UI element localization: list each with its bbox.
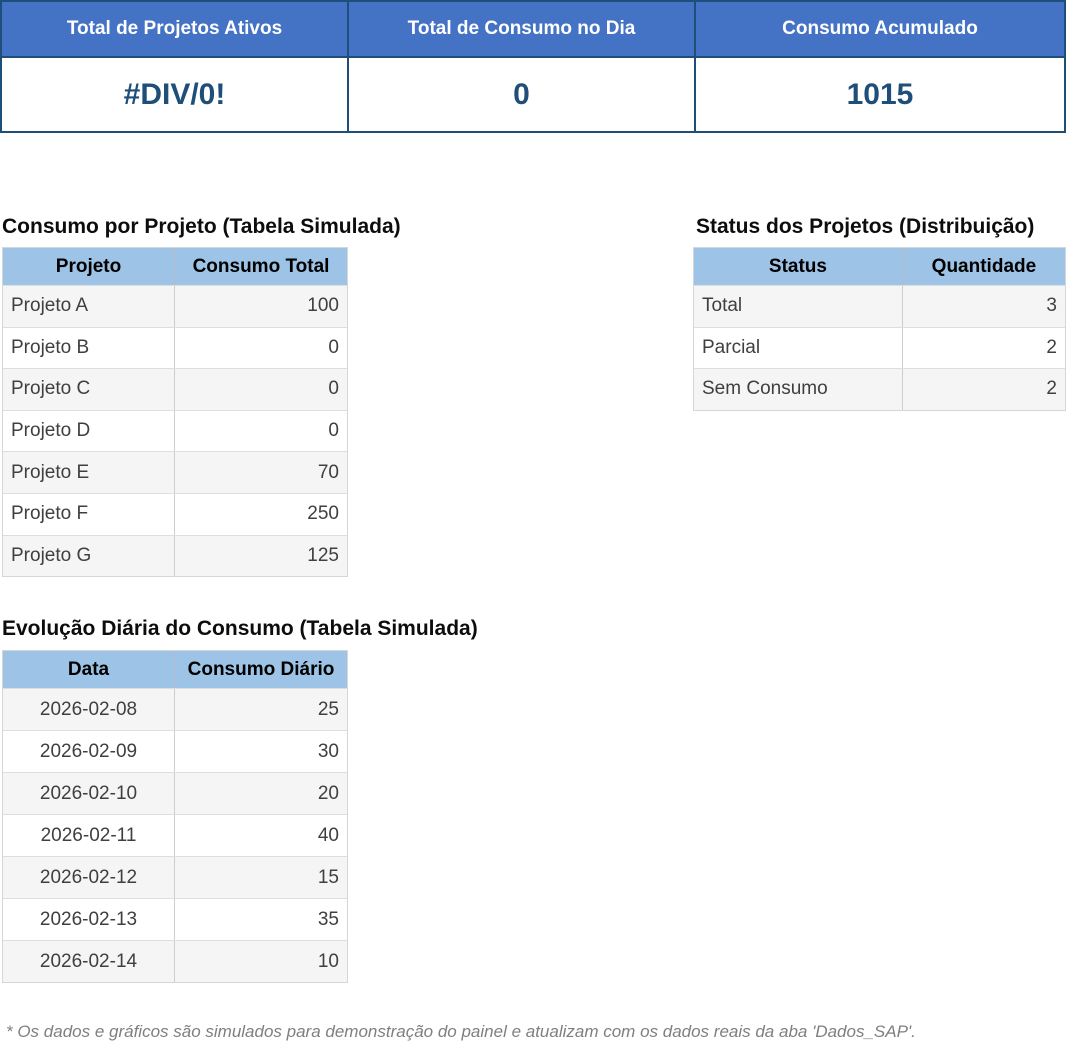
header-cell-consumo-diario[interactable]: Consumo Diário bbox=[174, 651, 347, 688]
table-row: Projeto F 250 bbox=[3, 492, 347, 535]
project-name-cell[interactable]: Projeto G bbox=[11, 544, 92, 566]
card-header-consumo-acumulado[interactable]: Consumo Acumulado bbox=[696, 2, 1064, 58]
project-name-cell[interactable]: Projeto D bbox=[11, 420, 91, 442]
project-value-cell[interactable]: 0 bbox=[174, 327, 347, 369]
table-row: 2026-02-14 10 bbox=[3, 940, 347, 982]
project-value-cell[interactable]: 125 bbox=[174, 535, 347, 577]
project-value-cell[interactable]: 0 bbox=[174, 410, 347, 452]
status-name-cell[interactable]: Parcial bbox=[702, 336, 761, 358]
card-value-consumo-acumulado[interactable]: 1015 bbox=[696, 58, 1064, 131]
header-cell-projeto[interactable]: Projeto bbox=[55, 255, 122, 277]
date-cell[interactable]: 2026-02-13 bbox=[39, 908, 138, 930]
table-row: Projeto E 70 bbox=[3, 451, 347, 493]
card-consumo-dia: Total de Consumo no Dia 0 bbox=[347, 2, 694, 131]
status-name-cell[interactable]: Sem Consumo bbox=[702, 378, 828, 400]
project-consumption-table: Projeto Consumo Total Projeto A 100 Proj… bbox=[2, 247, 348, 578]
table-row: Parcial 2 bbox=[694, 326, 1065, 369]
table-row: 2026-02-09 30 bbox=[3, 730, 347, 772]
card-header-total-projetos[interactable]: Total de Projetos Ativos bbox=[2, 2, 347, 58]
status-name-cell[interactable]: Total bbox=[702, 295, 743, 317]
status-value-cell[interactable]: 3 bbox=[901, 286, 1065, 327]
card-header-consumo-dia[interactable]: Total de Consumo no Dia bbox=[349, 2, 694, 58]
card-consumo-acumulado: Consumo Acumulado 1015 bbox=[694, 2, 1064, 131]
daily-value-cell[interactable]: 40 bbox=[174, 815, 347, 856]
card-value-consumo-dia[interactable]: 0 bbox=[349, 58, 694, 131]
header-cell-consumo-total[interactable]: Consumo Total bbox=[174, 248, 347, 285]
table-row: Total 3 bbox=[694, 285, 1065, 327]
table-row: 2026-02-08 25 bbox=[3, 688, 347, 730]
status-value-cell[interactable]: 2 bbox=[901, 327, 1065, 369]
card-total-projetos: Total de Projetos Ativos #DIV/0! bbox=[2, 2, 347, 131]
daily-value-cell[interactable]: 30 bbox=[174, 731, 347, 772]
header-cell-data[interactable]: Data bbox=[67, 658, 110, 680]
project-name-cell[interactable]: Projeto B bbox=[11, 336, 90, 358]
project-value-cell[interactable]: 250 bbox=[174, 493, 347, 535]
project-name-cell[interactable]: Projeto A bbox=[11, 295, 89, 317]
daily-value-cell[interactable]: 15 bbox=[174, 857, 347, 898]
project-table-title: Consumo por Projeto (Tabela Simulada) bbox=[2, 215, 401, 238]
project-value-cell[interactable]: 100 bbox=[174, 286, 347, 327]
status-table-title: Status dos Projetos (Distribuição) bbox=[696, 215, 1035, 238]
daily-value-cell[interactable]: 20 bbox=[174, 773, 347, 814]
status-distribution-table: Status Quantidade Total 3 Parcial 2 Sem … bbox=[693, 247, 1066, 411]
table-row: 2026-02-10 20 bbox=[3, 772, 347, 814]
project-name-cell[interactable]: Projeto C bbox=[11, 378, 91, 400]
daily-value-cell[interactable]: 35 bbox=[174, 899, 347, 940]
table-row: 2026-02-11 40 bbox=[3, 814, 347, 856]
card-value-total-projetos[interactable]: #DIV/0! bbox=[2, 58, 347, 131]
date-cell[interactable]: 2026-02-10 bbox=[39, 782, 138, 804]
project-value-cell[interactable]: 0 bbox=[174, 369, 347, 410]
project-name-cell[interactable]: Projeto F bbox=[11, 503, 89, 525]
header-cell-status[interactable]: Status bbox=[768, 255, 827, 277]
status-value-cell[interactable]: 2 bbox=[901, 369, 1065, 410]
daily-value-cell[interactable]: 10 bbox=[174, 941, 347, 982]
summary-cards-row: Total de Projetos Ativos #DIV/0! Total d… bbox=[0, 0, 1066, 133]
table-row: Projeto A 100 bbox=[3, 285, 347, 327]
project-value-cell[interactable]: 70 bbox=[174, 452, 347, 493]
table-row: 2026-02-12 15 bbox=[3, 856, 347, 898]
table-header-row: Data Consumo Diário bbox=[3, 651, 347, 688]
daily-table-title: Evolução Diária do Consumo (Tabela Simul… bbox=[2, 617, 478, 640]
daily-value-cell[interactable]: 25 bbox=[174, 689, 347, 730]
table-row: Projeto D 0 bbox=[3, 409, 347, 452]
daily-evolution-table: Data Consumo Diário 2026-02-08 25 2026-0… bbox=[2, 650, 348, 983]
table-row: Sem Consumo 2 bbox=[694, 368, 1065, 410]
project-name-cell[interactable]: Projeto E bbox=[11, 461, 90, 483]
table-row: Projeto C 0 bbox=[3, 368, 347, 410]
table-header-row: Status Quantidade bbox=[694, 248, 1065, 285]
simulation-footnote: * Os dados e gráficos são simulados para… bbox=[6, 1022, 916, 1041]
table-row: Projeto B 0 bbox=[3, 326, 347, 369]
table-row: 2026-02-13 35 bbox=[3, 898, 347, 940]
date-cell[interactable]: 2026-02-09 bbox=[39, 740, 138, 762]
header-cell-quantidade[interactable]: Quantidade bbox=[901, 248, 1065, 285]
date-cell[interactable]: 2026-02-14 bbox=[39, 950, 138, 972]
date-cell[interactable]: 2026-02-08 bbox=[39, 698, 138, 720]
table-row: Projeto G 125 bbox=[3, 534, 347, 577]
date-cell[interactable]: 2026-02-11 bbox=[40, 824, 137, 846]
table-header-row: Projeto Consumo Total bbox=[3, 248, 347, 285]
date-cell[interactable]: 2026-02-12 bbox=[39, 866, 138, 888]
